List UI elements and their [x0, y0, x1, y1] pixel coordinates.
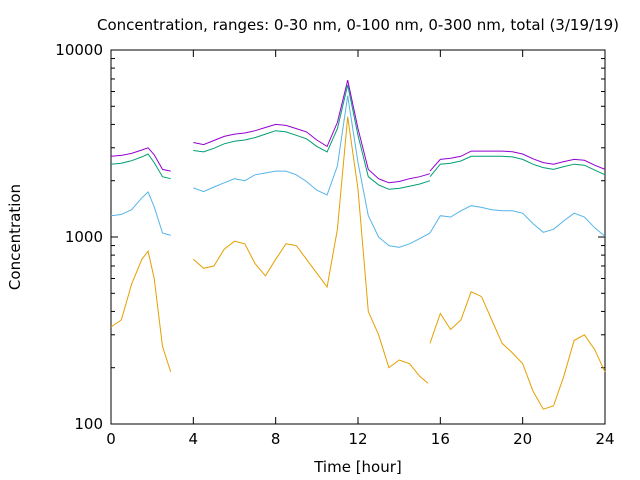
x-tick-label: 4 — [189, 430, 199, 448]
x-tick-label: 24 — [595, 430, 614, 448]
series-1-line — [429, 291, 606, 410]
y-tick-label: 1000 — [65, 228, 103, 246]
x-tick-label: 16 — [431, 430, 450, 448]
series-3-line — [429, 155, 606, 178]
x-tick-label: 0 — [106, 430, 116, 448]
series-1-line — [110, 250, 172, 373]
x-tick-label: 20 — [513, 430, 532, 448]
y-tick-label: 10000 — [55, 41, 103, 59]
y-tick-label: 100 — [74, 415, 103, 433]
series-3-line — [110, 153, 171, 180]
x-tick-label: 12 — [348, 430, 367, 448]
x-tick-label: 8 — [271, 430, 281, 448]
chart-title: Concentration, ranges: 0-30 nm, 0-100 nm… — [97, 16, 619, 34]
y-axis-label: Concentration — [6, 184, 24, 290]
series-2-line — [193, 95, 431, 248]
x-axis-label: Time [hour] — [313, 458, 402, 476]
series-4-line — [110, 147, 171, 172]
series-1-line — [192, 116, 429, 384]
series-2-line — [110, 191, 171, 236]
series-lines — [110, 79, 606, 410]
plot-frame — [110, 49, 606, 425]
series-4-line — [193, 79, 431, 184]
series-2-line — [429, 205, 606, 237]
series-4-line — [429, 150, 606, 172]
axis-ticks: 0 4 8 12 16 20 24 100 1000 10000 — [55, 41, 614, 448]
series-3-line — [193, 84, 431, 190]
